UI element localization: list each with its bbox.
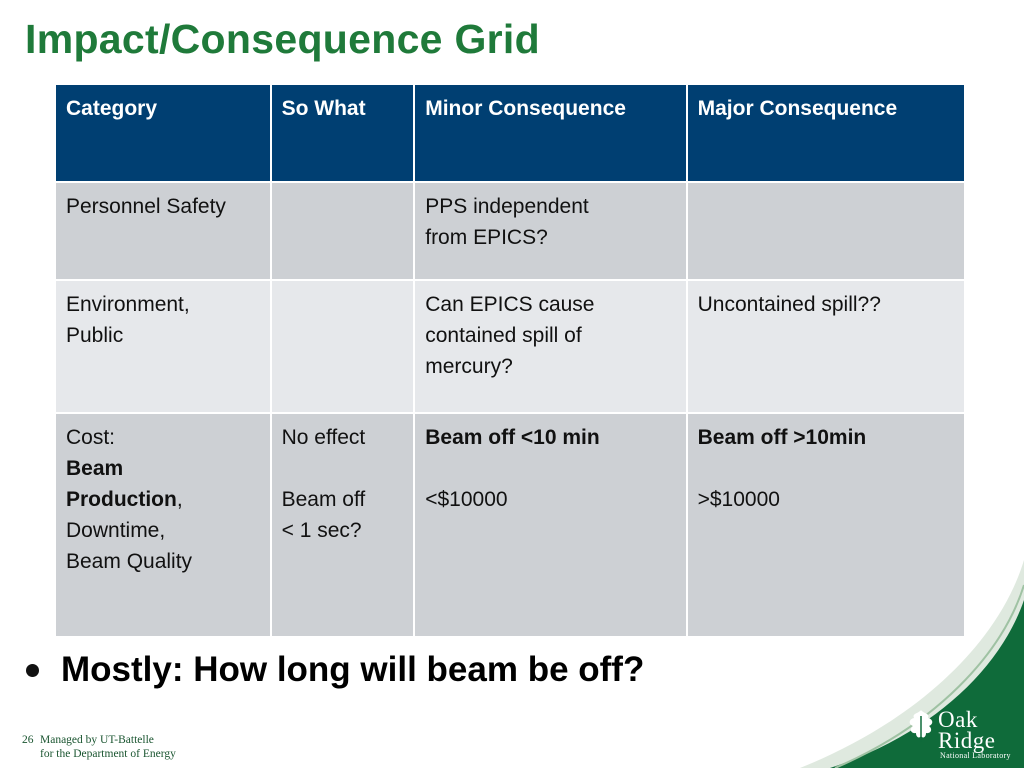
footer-line2: for the Department of Energy: [40, 748, 176, 760]
table-row: Environment, Public Can EPICS cause cont…: [54, 279, 967, 414]
cell-text-line: Downtime,: [66, 519, 166, 542]
table-row: Cost: Beam Production, Downtime, Beam Qu…: [54, 412, 967, 638]
cell-text-line: Beam off: [281, 488, 366, 511]
cell-text-line: from EPICS?: [425, 226, 548, 249]
bullet-dot-icon: [26, 663, 39, 677]
cell-text-line: Environment,: [66, 293, 190, 316]
bullet-text: Mostly: How long will beam be off?: [61, 650, 645, 689]
bullet-item: Mostly: How long will beam be off?: [26, 650, 644, 690]
slide-title: Impact/Consequence Grid: [25, 16, 540, 62]
cell-text-bold: Beam: [66, 457, 124, 480]
cell-text: ,: [176, 488, 183, 511]
cell-text: Personnel Safety: [66, 195, 226, 218]
cell-major: Beam off >10min >$10000: [685, 412, 967, 638]
cell-text-line: contained spill of: [425, 324, 582, 347]
cell-text: Uncontained spill??: [697, 293, 881, 316]
logo-text-national-laboratory: National Laboratory: [940, 751, 1011, 760]
cell-category: Personnel Safety: [54, 181, 272, 281]
cell-so-what: No effect Beam off < 1 sec?: [269, 412, 416, 638]
page-number: 26: [22, 734, 34, 746]
logo-text-oak: Oak: [938, 707, 978, 732]
cell-major: [685, 181, 967, 281]
header-so-what: So What: [269, 83, 416, 183]
cell-so-what: [269, 181, 416, 281]
cell-text-line: Can EPICS cause: [425, 293, 595, 316]
cell-text-line: mercury?: [425, 355, 513, 378]
cell-text-line: Public: [66, 324, 124, 347]
cell-text-line: >$10000: [697, 488, 780, 511]
consequence-grid-table: Category So What Minor Consequence Major…: [54, 83, 967, 638]
table-row: Personnel Safety PPS independent from EP…: [54, 181, 967, 281]
cell-so-what: [269, 279, 416, 414]
cell-category: Environment, Public: [54, 279, 272, 414]
cell-minor: Can EPICS cause contained spill of mercu…: [413, 279, 688, 414]
cell-text-bold: Beam off <10 min: [425, 426, 600, 449]
cell-text-line: Beam Quality: [66, 550, 193, 573]
cell-major: Uncontained spill??: [685, 279, 967, 414]
table-header-row: Category So What Minor Consequence Major…: [54, 83, 967, 183]
oak-ridge-logo: Oak Ridge National Laboratory: [906, 706, 1016, 762]
cell-text-line: Cost:: [66, 426, 116, 449]
cell-text-line: < 1 sec?: [281, 519, 362, 542]
footer: 26 Managed by UT-Battelle for the Departm…: [22, 733, 176, 761]
cell-text-line: PPS independent: [425, 195, 589, 218]
cell-minor: Beam off <10 min <$10000: [413, 412, 688, 638]
header-category: Category: [54, 83, 272, 183]
footer-line1: Managed by UT-Battelle: [40, 734, 154, 746]
cell-category: Cost: Beam Production, Downtime, Beam Qu…: [54, 412, 272, 638]
cell-text-line: <$10000: [425, 488, 508, 511]
oak-leaf-icon: [909, 710, 933, 742]
cell-text-bold: Production: [66, 488, 177, 511]
cell-text-line: No effect: [281, 426, 366, 449]
logo-text-ridge: Ridge: [938, 728, 996, 753]
cell-text-bold: Beam off >10min: [697, 426, 867, 449]
header-minor-consequence: Minor Consequence: [413, 83, 688, 183]
cell-minor: PPS independent from EPICS?: [413, 181, 688, 281]
header-major-consequence: Major Consequence: [685, 83, 967, 183]
